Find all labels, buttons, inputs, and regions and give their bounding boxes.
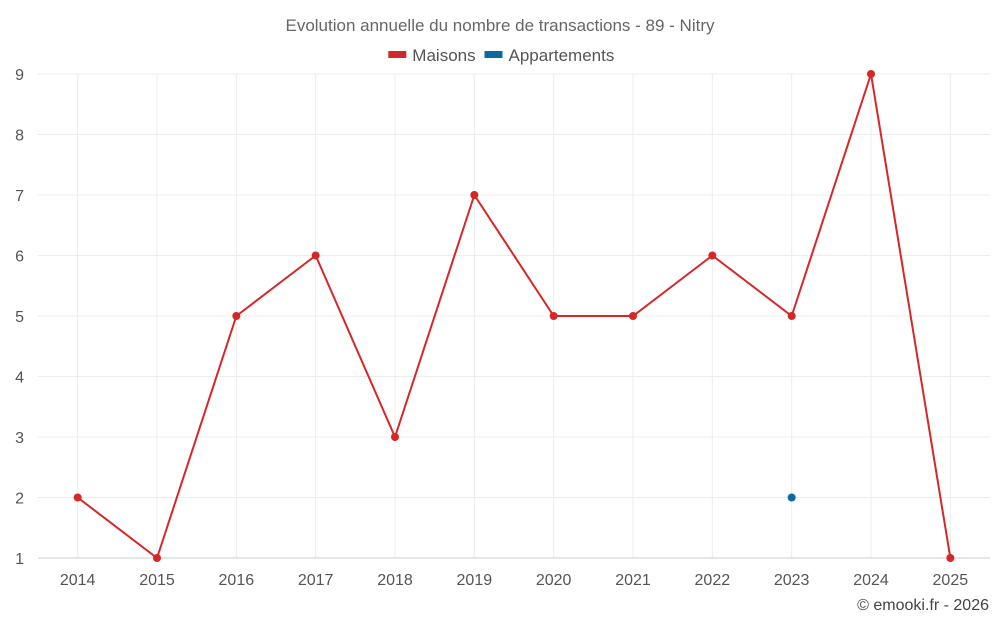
chart-title: Evolution annuelle du nombre de transact… — [285, 16, 715, 35]
legend: Maisons Appartements — [388, 46, 614, 65]
data-point-maisons — [153, 554, 161, 562]
data-point-maisons — [629, 312, 637, 320]
x-tick-label: 2024 — [853, 572, 889, 589]
legend-label-maisons: Maisons — [412, 46, 475, 65]
x-tick-label: 2020 — [536, 572, 572, 589]
data-point-maisons — [311, 251, 320, 260]
data-point-maisons — [867, 70, 875, 78]
y-tick-label: 5 — [15, 309, 24, 326]
x-tick-label: 2016 — [219, 572, 255, 589]
x-tick-label: 2022 — [695, 572, 731, 589]
legend-swatch-appartements — [484, 51, 503, 58]
data-point-maisons — [787, 312, 796, 320]
x-tick-label: 2023 — [774, 572, 810, 589]
data-point-maisons — [470, 191, 479, 199]
x-tick-label: 2017 — [298, 572, 334, 589]
y-tick-label: 6 — [15, 249, 24, 266]
data-point-maisons — [73, 493, 82, 502]
y-tick-label: 9 — [15, 67, 24, 84]
y-tick-label: 8 — [15, 128, 24, 145]
x-tick-label: 2015 — [139, 572, 175, 589]
data-point-appartements — [787, 493, 796, 502]
series-line-maisons — [77, 73, 952, 559]
x-tick-label: 2021 — [615, 572, 651, 589]
x-tick-label: 2018 — [377, 572, 413, 589]
credit-text: © emooki.fr - 2026 — [857, 597, 989, 614]
y-tick-label: 4 — [15, 370, 24, 387]
legend-label-appartements: Appartements — [509, 46, 615, 65]
data-point-maisons — [708, 251, 717, 260]
y-tick-label: 7 — [15, 188, 24, 205]
legend-swatch-maisons — [388, 51, 407, 58]
x-tick-label: 2014 — [60, 572, 96, 589]
x-tick-label: 2025 — [933, 572, 969, 589]
y-tick-label: 2 — [15, 491, 24, 508]
axes: 1 2 3 4 5 6 7 8 9 2014 2015 2016 2017 2018 2019 2020 202… — [15, 67, 990, 589]
data-point-maisons — [232, 312, 241, 320]
data-point-maisons — [946, 554, 955, 562]
x-tick-label: 2019 — [457, 572, 493, 589]
y-tick-label: 3 — [15, 430, 24, 447]
data-point-maisons — [391, 433, 399, 441]
data-point-maisons — [549, 312, 558, 320]
series — [73, 70, 955, 562]
y-tick-label: 1 — [15, 551, 24, 568]
